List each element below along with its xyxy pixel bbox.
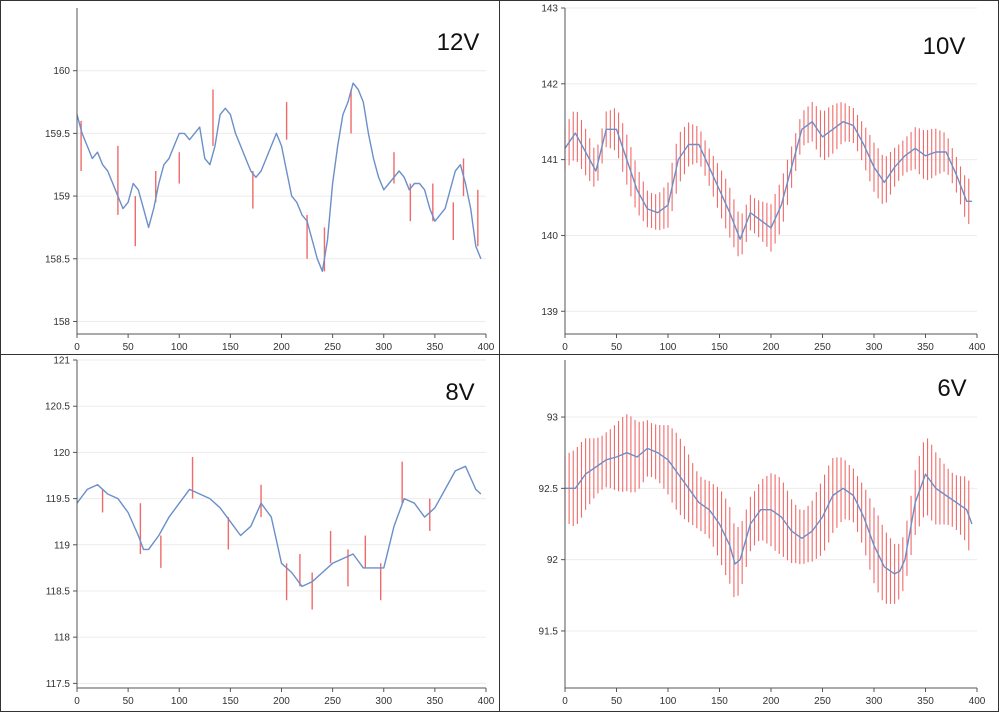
chart-panel-6v: 91.5 92 92.5 93 0 50 100 150 200 250 300 350 400 6V (539, 360, 986, 707)
y-tick-label: 141 (541, 155, 558, 166)
x-tick-label: 250 (814, 696, 831, 707)
chart-title: 10V (923, 33, 966, 60)
x-tick-label: 350 (427, 342, 444, 353)
y-tick-label: 158.5 (45, 254, 70, 265)
x-tick-label: 300 (866, 342, 883, 353)
chart-panel-10v: 139 140 141 142 143 0 50 100 150 200 250 300 350 400 1… (541, 4, 985, 354)
y-tick-label: 91.5 (539, 626, 559, 637)
mean-line (76, 82, 482, 272)
x-tick-label: 400 (969, 696, 986, 707)
error-bars (564, 101, 970, 257)
y-tick-label: 117.5 (46, 679, 71, 690)
y-tick-label: 159 (53, 192, 70, 203)
y-tick-label: 159.5 (45, 129, 70, 140)
x-tick-label: 400 (969, 342, 986, 353)
x-tick-label: 0 (74, 696, 80, 707)
x-tick-label: 50 (611, 696, 623, 707)
y-tick-label: 121 (53, 356, 70, 367)
y-tick-label: 118 (54, 633, 70, 644)
y-tick-label: 120.5 (45, 402, 70, 413)
chart-panel-8v: 117.5 118 118.5 119 119.5 120 120.5 121 0 50 100 15… (45, 356, 495, 708)
chart-panel-12v: 158 158.5 159 159.5 160 0 50 100 150 200 250 300 350… (45, 8, 495, 353)
y-tick-label: 143 (541, 4, 558, 15)
x-tick-label: 400 (478, 696, 495, 707)
y-tick-label: 92.5 (539, 484, 559, 495)
x-tick-label: 200 (763, 696, 780, 707)
x-tick-label: 350 (427, 696, 444, 707)
x-tick-label: 250 (324, 696, 341, 707)
y-tick-label: 160 (53, 66, 70, 77)
mean-line (76, 465, 482, 588)
y-tick-label: 119.5 (46, 494, 71, 505)
x-tick-label: 50 (123, 342, 135, 353)
x-tick-label: 150 (222, 342, 239, 353)
y-tick-label: 158 (53, 317, 70, 328)
x-tick-label: 100 (660, 342, 677, 353)
y-tick-label: 118.5 (46, 586, 71, 597)
x-tick-label: 400 (478, 342, 495, 353)
x-tick-label: 150 (711, 696, 728, 707)
x-tick-label: 100 (171, 696, 188, 707)
error-bars (101, 457, 431, 610)
x-tick-label: 250 (814, 342, 831, 353)
mean-line (564, 120, 972, 240)
x-tick-label: 0 (562, 342, 568, 353)
x-tick-label: 200 (273, 696, 290, 707)
x-tick-label: 200 (763, 342, 780, 353)
x-tick-label: 250 (324, 342, 341, 353)
x-tick-label: 100 (171, 342, 188, 353)
x-tick-label: 0 (562, 696, 568, 707)
x-tick-label: 300 (375, 696, 392, 707)
x-tick-label: 300 (866, 696, 883, 707)
x-tick-label: 200 (273, 342, 290, 353)
y-tick-label: 93 (547, 413, 559, 424)
y-tick-label: 92 (547, 555, 559, 566)
chart-title: 12V (437, 29, 480, 56)
y-tick-label: 119 (54, 540, 70, 551)
x-tick-label: 350 (917, 342, 934, 353)
y-tick-label: 142 (541, 79, 558, 90)
chart-title: 8V (445, 379, 474, 406)
x-tick-label: 300 (375, 342, 392, 353)
x-tick-label: 50 (611, 342, 623, 353)
x-tick-label: 50 (123, 696, 135, 707)
y-tick-label: 140 (541, 231, 558, 242)
x-tick-label: 100 (660, 696, 677, 707)
mean-line (565, 447, 973, 575)
x-tick-label: 150 (222, 696, 239, 707)
y-tick-label: 139 (541, 307, 558, 318)
x-tick-label: 350 (917, 696, 934, 707)
x-tick-label: 150 (711, 342, 728, 353)
chart-title: 6V (937, 375, 966, 402)
error-bars (80, 89, 479, 272)
y-tick-label: 120 (53, 448, 70, 459)
x-tick-label: 0 (74, 342, 80, 353)
